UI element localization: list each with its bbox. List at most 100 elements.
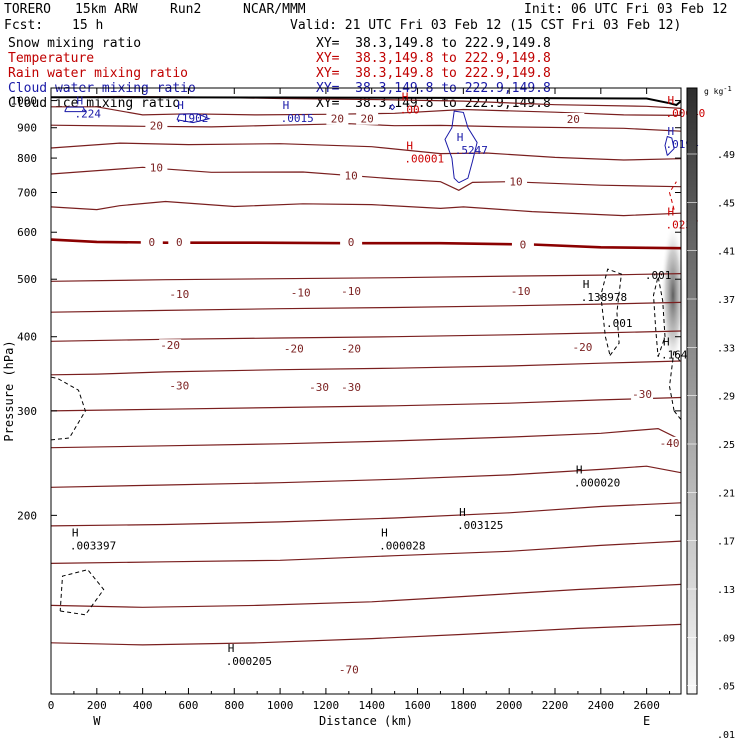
y-tick-label: 200 xyxy=(17,509,37,522)
valid-time: Valid: 21 UTC Fri 03 Feb 12 (15 CST Fri … xyxy=(290,18,682,33)
model-resolution: 15km ARW xyxy=(75,2,138,17)
colorbar-label: .13 xyxy=(717,585,735,596)
isotherm-label: -70 xyxy=(339,663,359,676)
isotherm-label-bg xyxy=(337,663,360,676)
extremum-marker: H xyxy=(177,99,184,112)
x-tick-label: 2600 xyxy=(633,699,660,712)
field-name-rain: Rain water mixing ratio xyxy=(8,66,189,81)
isotherm-label-bg xyxy=(562,113,585,126)
isotherm-label: 20 xyxy=(331,113,344,126)
isotherm-label: -30 xyxy=(309,381,329,394)
extremum-marker: H xyxy=(668,125,675,138)
colorbar-label: .37 xyxy=(717,295,735,306)
isotherm-label-bg xyxy=(340,342,363,355)
x-tick-label: 800 xyxy=(224,699,244,712)
colorbar-label: .33 xyxy=(717,343,735,354)
isotherm-label: -10 xyxy=(291,286,311,299)
extremum-marker: H xyxy=(72,527,79,540)
colorbar-label: .21 xyxy=(717,488,735,499)
isotherm-label-bg xyxy=(140,235,163,248)
field-name-snow: Snow mixing ratio xyxy=(8,36,142,51)
snow-contour xyxy=(652,276,666,357)
y-tick-label: 300 xyxy=(17,405,37,418)
isotherm-label-bg xyxy=(145,119,168,132)
extremum-value: .1649 xyxy=(661,348,694,361)
colorbar-label: .41 xyxy=(717,247,735,258)
x-tick-label: 2200 xyxy=(542,699,569,712)
y-tick-label: 1000 xyxy=(11,95,38,108)
colorbar-label: .01 xyxy=(717,730,735,740)
extremum-marker: H xyxy=(668,94,675,107)
extremum-value: .00001 xyxy=(404,153,444,166)
extremum-marker: H xyxy=(457,131,464,144)
colorbar-label: .05 xyxy=(717,682,735,693)
extremum-marker: H xyxy=(576,463,583,476)
colorbar-label: .49 xyxy=(717,150,735,161)
x-tick-label: 400 xyxy=(133,699,153,712)
isotherm-label-bg xyxy=(571,341,594,354)
extremum-value: .000028 xyxy=(379,540,425,553)
extremum-value: .003125 xyxy=(457,519,503,532)
isotherm-label-bg xyxy=(326,112,349,125)
x-tick-label: 1800 xyxy=(450,699,477,712)
isotherm-line xyxy=(50,583,682,608)
y-tick-label: 500 xyxy=(17,273,37,286)
isotherm-label: 20 xyxy=(567,113,580,126)
rain-contour xyxy=(668,181,677,210)
y-tick-label: 400 xyxy=(17,331,37,344)
colorbar-label: .29 xyxy=(717,392,735,403)
isotherm-label-bg xyxy=(308,381,331,394)
isotherm-label: -30 xyxy=(169,380,189,393)
extremum-marker: H xyxy=(381,527,388,540)
extremum-value: .000020 xyxy=(574,476,620,489)
isotherm-label-bg xyxy=(282,342,305,355)
field-xy-rain: XY= 38.3,149.8 to 222.9,149.8 xyxy=(316,66,551,81)
cloud-water-contour xyxy=(664,135,675,156)
snow-contour xyxy=(59,569,105,616)
colorbar xyxy=(686,87,698,695)
isotherm-label: -40 xyxy=(660,437,680,450)
isotherm-label-bg xyxy=(168,288,191,301)
init-time: Init: 06 UTC Fri 03 Feb 12 xyxy=(524,2,728,17)
extremum-value: .0015 xyxy=(281,112,314,125)
x-tick-label: 200 xyxy=(87,699,107,712)
isotherm-label-bg xyxy=(340,235,363,248)
isotherm-label: -20 xyxy=(341,343,361,356)
snow-contour xyxy=(600,268,622,356)
east-label: E xyxy=(643,714,650,728)
snow-contour xyxy=(668,348,682,422)
extremum-value: .138978 xyxy=(581,291,627,304)
isotherm-label-bg xyxy=(658,436,681,449)
extremum-value: .1902 xyxy=(175,112,208,125)
extremum-marker: H xyxy=(402,90,409,103)
isotherm-label: -10 xyxy=(169,288,189,301)
isotherm-label-bg xyxy=(289,286,312,299)
extremum-value: .00 xyxy=(400,103,420,116)
colorbar-label: .25 xyxy=(717,440,735,451)
colorbar-label: .17 xyxy=(717,537,735,548)
isotherm-label: 0 xyxy=(176,236,183,249)
isotherm-label: -30 xyxy=(632,388,652,401)
isotherm-label-bg xyxy=(168,235,191,248)
y-tick-label: 700 xyxy=(17,186,37,199)
isotherm-line xyxy=(50,623,682,646)
isotherm-label: 10 xyxy=(509,175,522,188)
cloud-water-contour xyxy=(176,113,211,124)
isotherm-label: 0 xyxy=(148,236,155,249)
isotherm-label-bg xyxy=(159,339,182,352)
isotherm-label: -20 xyxy=(160,339,180,352)
x-tick-label: 600 xyxy=(179,699,199,712)
plot-frame xyxy=(50,87,682,695)
extremum-marker: H xyxy=(583,278,590,291)
y-tick-label: 900 xyxy=(17,122,37,135)
isotherm-line xyxy=(50,142,682,161)
extremum-marker: H xyxy=(459,506,466,519)
isotherm-label: 0 xyxy=(348,236,355,249)
isotherm-label: -10 xyxy=(341,285,361,298)
isotherm-label-bg xyxy=(509,284,532,297)
colorbar-unit-exponent: -1 xyxy=(723,85,731,93)
isotherm-label-bg xyxy=(340,169,363,182)
isotherm-line xyxy=(50,166,682,191)
isotherm-line xyxy=(50,360,682,376)
